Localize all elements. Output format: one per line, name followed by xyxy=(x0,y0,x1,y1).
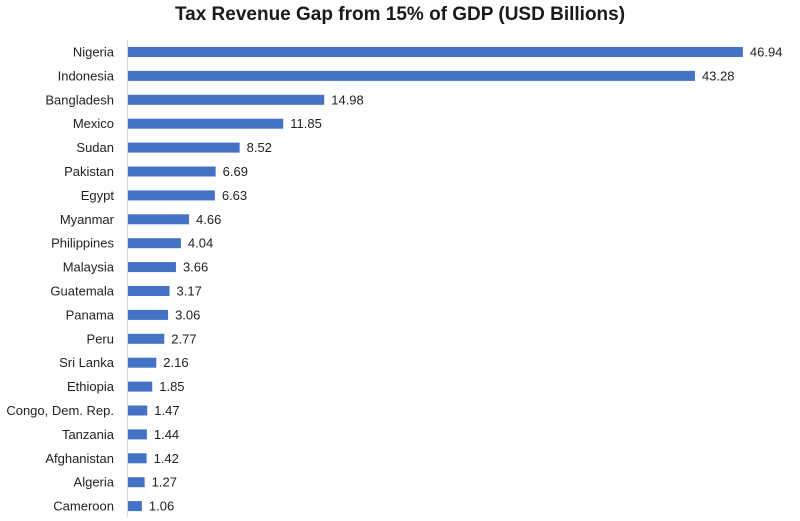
category-label: Peru xyxy=(87,331,114,346)
category-label: Guatemala xyxy=(50,284,114,299)
value-label: 43.28 xyxy=(702,68,735,83)
value-label: 2.16 xyxy=(163,355,188,370)
category-label: Nigeria xyxy=(73,45,115,60)
category-label: Congo, Dem. Rep. xyxy=(6,403,114,418)
value-label: 1.47 xyxy=(154,403,179,418)
bar xyxy=(128,501,142,512)
bar xyxy=(128,429,147,440)
bar xyxy=(128,238,181,249)
bar xyxy=(128,70,695,81)
value-label: 3.17 xyxy=(177,284,202,299)
value-label: 6.63 xyxy=(222,188,247,203)
value-label: 8.52 xyxy=(247,140,272,155)
bar xyxy=(128,357,157,368)
value-label: 4.66 xyxy=(196,212,221,227)
value-label: 2.77 xyxy=(171,331,196,346)
value-label: 3.06 xyxy=(175,307,200,322)
category-label: Algeria xyxy=(74,475,115,490)
category-label: Myanmar xyxy=(60,212,115,227)
category-label: Sri Lanka xyxy=(59,355,115,370)
value-label: 1.85 xyxy=(159,379,184,394)
category-label: Sudan xyxy=(76,140,114,155)
category-label: Indonesia xyxy=(58,68,115,83)
value-label: 4.04 xyxy=(188,236,213,251)
value-label: 1.44 xyxy=(154,427,179,442)
bar xyxy=(128,262,176,273)
category-label: Mexico xyxy=(73,116,114,131)
category-label: Tanzania xyxy=(62,427,115,442)
value-label: 1.06 xyxy=(149,499,174,514)
bar xyxy=(128,166,216,177)
bar xyxy=(128,214,190,225)
value-label: 6.69 xyxy=(223,164,248,179)
value-label: 1.27 xyxy=(152,475,177,490)
bar xyxy=(128,47,743,57)
bar xyxy=(128,477,145,488)
category-label: Egypt xyxy=(81,188,115,203)
category-label: Philippines xyxy=(51,236,114,251)
category-label: Cameroon xyxy=(53,499,114,514)
value-label: 46.94 xyxy=(750,45,783,60)
category-label: Malaysia xyxy=(63,260,115,275)
bar xyxy=(128,94,325,105)
value-label: 1.42 xyxy=(154,451,179,466)
bar xyxy=(128,286,170,296)
bar xyxy=(128,118,284,129)
bar xyxy=(128,405,148,416)
category-label: Panama xyxy=(66,307,115,322)
category-label: Pakistan xyxy=(64,164,114,179)
bar xyxy=(128,309,169,320)
bar xyxy=(128,453,147,464)
bar xyxy=(128,381,153,392)
category-label: Afghanistan xyxy=(45,451,114,466)
value-label: 14.98 xyxy=(331,92,364,107)
value-label: 3.66 xyxy=(183,260,208,275)
bar xyxy=(128,142,240,153)
category-label: Bangladesh xyxy=(45,92,114,107)
value-label: 11.85 xyxy=(290,116,322,131)
chart-title: Tax Revenue Gap from 15% of GDP (USD Bil… xyxy=(174,4,626,25)
category-label: Ethiopia xyxy=(67,379,115,394)
bar xyxy=(128,333,165,344)
bar xyxy=(128,190,215,201)
